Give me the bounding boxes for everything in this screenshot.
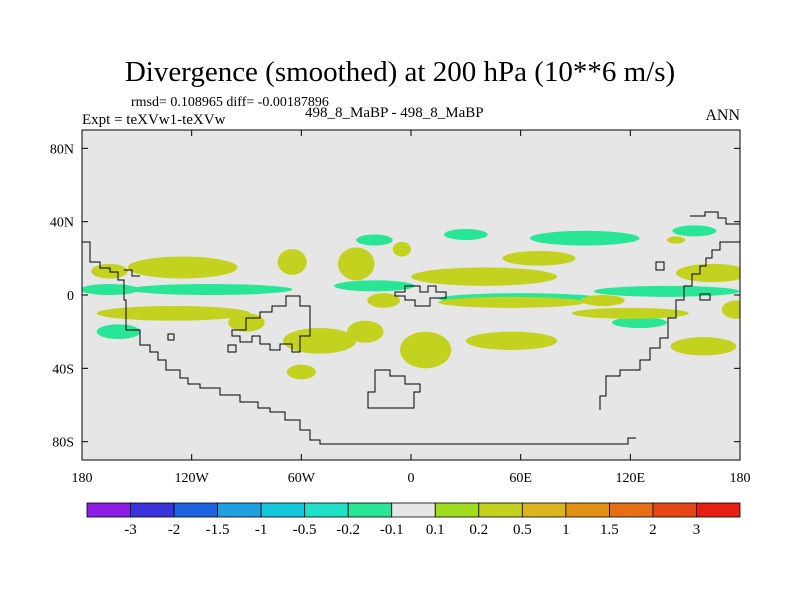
colorbar-swatch-5 <box>304 502 349 518</box>
colorbar-label-6: -0.1 <box>380 522 404 538</box>
colorbar-label-2: -1.5 <box>206 522 230 538</box>
colorbar-swatch-0 <box>86 502 131 518</box>
contour-region-28 <box>286 364 316 380</box>
contour-region-19 <box>502 251 576 266</box>
contour-region-17 <box>392 241 411 257</box>
colorbar-swatch-9 <box>478 502 523 518</box>
contour-region-25 <box>465 331 558 351</box>
chart-title: Divergence (smoothed) at 200 hPa (10**6 … <box>124 56 676 88</box>
coastline-pacific-islands <box>167 261 711 341</box>
coastline-antarctica-fragment <box>367 369 421 409</box>
colorbar-label-13: 3 <box>693 522 701 538</box>
experiment-label: Expt = teXVw1-teXVw <box>82 112 226 128</box>
colorbar-label-0: -3 <box>124 522 137 538</box>
coastline-central-america <box>124 269 140 277</box>
y-tick-label-3: 40S <box>52 362 74 377</box>
axes-layer: 180 120W 60W 0 60E 120E 180 80N 40N 0 40S 80S <box>50 130 751 486</box>
coastline-asia-north <box>690 211 740 225</box>
colorbar-label-3: -1 <box>255 522 268 538</box>
colorbar-swatch-14 <box>696 502 741 518</box>
colorbar-label-11: 1.5 <box>600 522 619 538</box>
contour-region-16 <box>337 247 375 281</box>
x-tick-label-2: 60W <box>288 471 316 486</box>
colorbar-swatch-11 <box>565 502 610 518</box>
contour-region-24 <box>367 293 401 308</box>
colorbar-swatch-3 <box>217 502 262 518</box>
x-tick-label-6: 180 <box>730 471 751 486</box>
contour-region-32 <box>666 236 686 244</box>
contour-region-5 <box>593 285 740 297</box>
contour-region-7 <box>443 229 488 240</box>
contour-region-26 <box>400 331 452 369</box>
y-tick-label-4: 80S <box>52 436 74 451</box>
contour-region-29 <box>670 337 737 356</box>
colorbar-swatch-1 <box>130 502 175 518</box>
x-tick-label-5: 120E <box>616 471 646 486</box>
contour-region-15 <box>277 249 307 275</box>
colorbar-label-1: -2 <box>168 522 181 538</box>
colorbar-label-4: -0.5 <box>293 522 317 538</box>
x-tick-label-0: 180 <box>72 471 93 486</box>
contour-region-13 <box>91 263 128 279</box>
colorbar-swatch-13 <box>652 502 697 518</box>
colorbar-label-9: 0.5 <box>513 522 532 538</box>
contour-region-2 <box>127 284 293 295</box>
contour-region-31 <box>721 300 740 319</box>
x-tick-label-3: 0 <box>408 471 415 486</box>
colorbar-label-10: 1 <box>562 522 570 538</box>
x-tick-label-4: 60E <box>509 471 532 486</box>
coastline-south-america <box>231 295 311 353</box>
colorbar-label-12: 2 <box>649 522 657 538</box>
y-tick-label-2: 0 <box>67 289 74 304</box>
contour-region-30 <box>676 263 740 283</box>
colorbar-swatch-10 <box>521 502 567 518</box>
coastline-caribbean <box>227 344 237 353</box>
colorbar-swatch-7 <box>391 502 436 518</box>
contour-region-14 <box>96 306 251 321</box>
case-label: 498_8_MaBP - 498_8_MaBP <box>305 105 484 121</box>
contour-region-8 <box>356 234 393 246</box>
coastline-layer <box>82 211 740 445</box>
contour-region-23 <box>347 320 384 343</box>
contour-fill-layer <box>82 225 740 380</box>
colorbar-label-8: 0.2 <box>469 522 488 538</box>
contour-region-3 <box>334 280 415 292</box>
coastline-americas <box>82 241 636 445</box>
colorbar-label-7: 0.1 <box>426 522 445 538</box>
colorbar: -3 -2 -1.5 -1 -0.5 -0.2 -0.1 0.1 0.2 0.5 1 1.5 2 3 <box>86 502 741 538</box>
contour-region-12 <box>127 256 238 279</box>
contour-region-11 <box>612 317 667 328</box>
colorbar-label-5: -0.2 <box>336 522 360 538</box>
contour-region-10 <box>96 324 141 339</box>
contour-region-21 <box>571 307 689 319</box>
coastline-australia <box>599 241 740 410</box>
coastline-africa <box>394 285 447 307</box>
contour-region-18 <box>411 267 558 286</box>
season-label: ANN <box>705 107 740 124</box>
contour-region-33 <box>580 295 625 306</box>
contour-region-9 <box>672 225 717 237</box>
y-tick-label-1: 40N <box>50 216 74 231</box>
colorbar-swatch-6 <box>347 502 393 518</box>
colorbar-swatch-4 <box>260 502 306 518</box>
y-tick-label-0: 80N <box>50 142 74 157</box>
colorbar-swatch-2 <box>173 502 218 518</box>
contour-region-20 <box>438 296 585 308</box>
contour-region-22 <box>283 328 357 354</box>
rmsd-diff-stats: rmsd= 0.108965 diff= -0.00187896 <box>131 95 329 110</box>
colorbar-swatch-8 <box>434 502 480 518</box>
x-tick-label-1: 120W <box>175 471 210 486</box>
contour-region-6 <box>529 230 640 246</box>
colorbar-swatch-12 <box>609 502 654 518</box>
